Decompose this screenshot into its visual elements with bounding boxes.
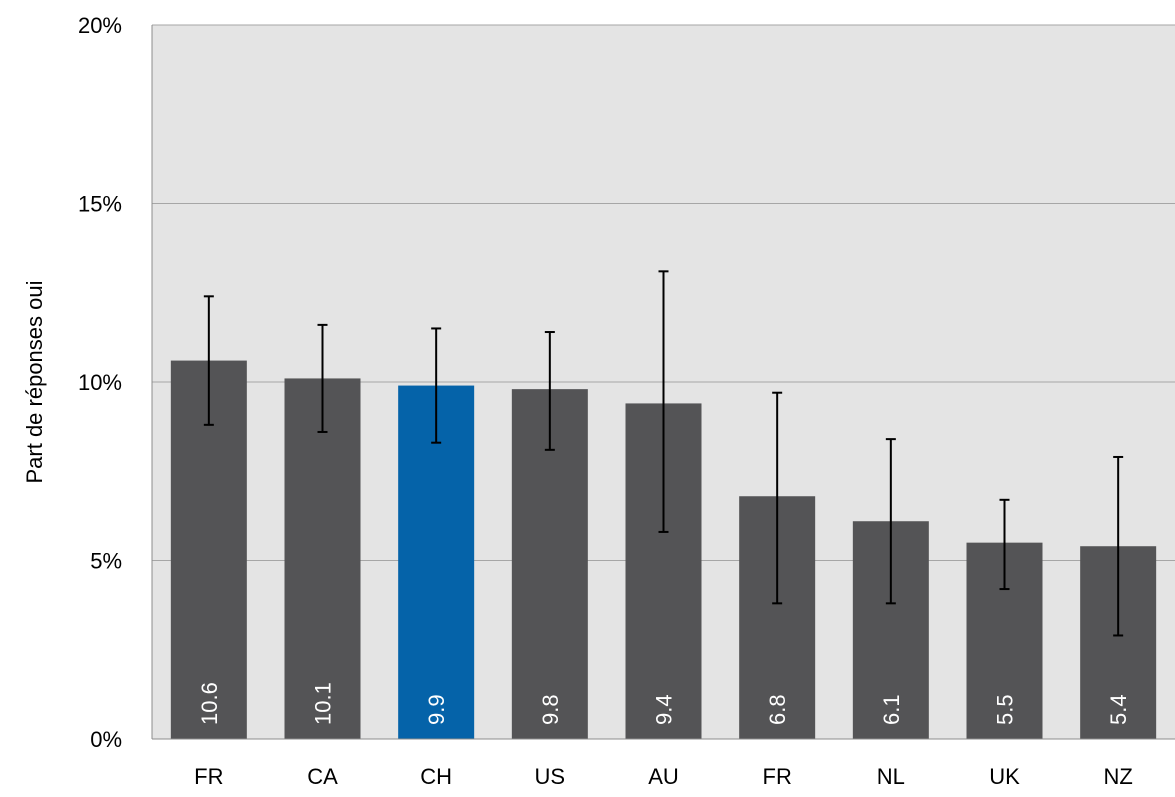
- bar-value-label: 6.1: [879, 694, 904, 725]
- y-tick-label: 10%: [78, 370, 122, 395]
- error-bar: [203, 295, 214, 426]
- error-bar: [772, 391, 783, 605]
- error-bar: [317, 323, 328, 433]
- bar-value-label: 9.9: [424, 694, 449, 725]
- y-tick-label: 20%: [78, 13, 122, 38]
- x-tick-label: CH: [420, 764, 452, 789]
- bar-value-label: 6.8: [765, 694, 790, 725]
- x-tick-label: CA: [307, 764, 338, 789]
- x-tick-label: FR: [194, 764, 223, 789]
- error-bar: [885, 438, 896, 605]
- bar-value-label: 5.5: [993, 694, 1018, 725]
- error-bar: [431, 327, 442, 444]
- y-axis-label: Part de réponses oui: [22, 280, 47, 483]
- value-labels: 10.6 10.1 9.9 9.8 9.4 6.8 6.1 5.5 5.4: [197, 682, 1131, 725]
- bar-value-label: 10.1: [311, 682, 336, 725]
- y-tick-labels: 0% 5% 10% 15% 20%: [78, 13, 122, 752]
- bar: [284, 378, 361, 739]
- bar-value-label: 9.4: [652, 694, 677, 725]
- x-tick-label: FR: [763, 764, 792, 789]
- error-bar: [999, 498, 1010, 591]
- y-tick-label: 0%: [90, 727, 122, 752]
- error-bar: [658, 270, 669, 533]
- bar-value-label: 10.6: [197, 682, 222, 725]
- bar-value-label: 9.8: [538, 694, 563, 725]
- x-tick-label: US: [535, 764, 566, 789]
- x-tick-label: NZ: [1104, 764, 1133, 789]
- error-bars: [203, 270, 1124, 637]
- error-bar: [1113, 455, 1124, 637]
- bar-value-label: 5.4: [1106, 694, 1131, 725]
- error-bar: [544, 331, 555, 451]
- bar: [398, 385, 475, 739]
- y-tick-label: 15%: [78, 192, 122, 217]
- y-tick-label: 5%: [90, 549, 122, 574]
- x-tick-label: AU: [648, 764, 679, 789]
- x-tick-label: NL: [877, 764, 905, 789]
- x-tick-labels: FR CA CH US AU FR NL UK NZ: [194, 764, 1133, 789]
- bars: [170, 360, 1157, 739]
- x-tick-label: UK: [989, 764, 1020, 789]
